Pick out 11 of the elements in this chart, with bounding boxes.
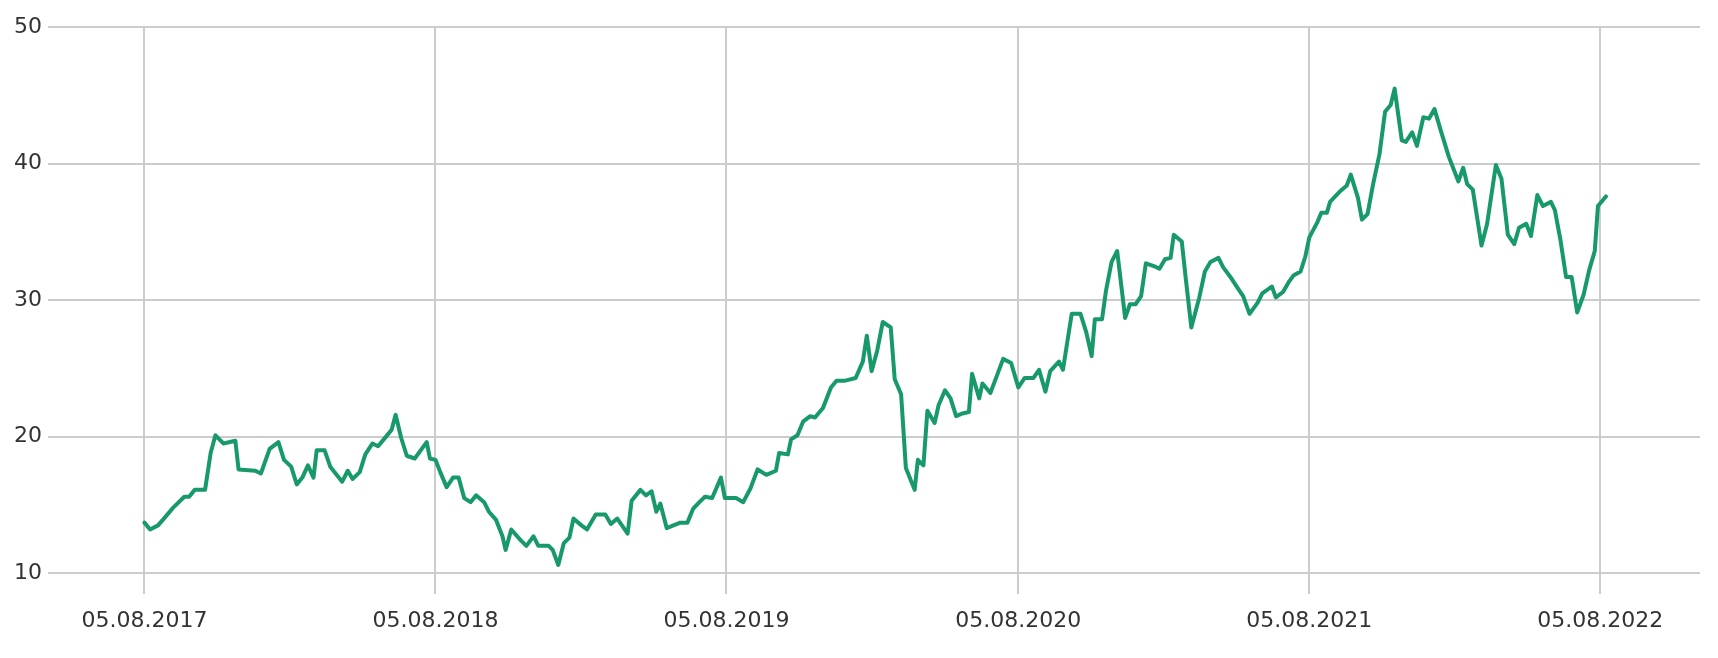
y-tick-label: 30 bbox=[13, 285, 42, 311]
x-tick-label: 05.08.2022 bbox=[1537, 606, 1664, 632]
y-tick-label: 20 bbox=[13, 422, 42, 448]
x-tick-label: 05.08.2019 bbox=[663, 606, 790, 632]
x-tick-label: 05.08.2018 bbox=[372, 606, 499, 632]
y-tick-label: 10 bbox=[13, 558, 42, 584]
y-tick-label: 50 bbox=[13, 12, 42, 38]
x-tick-label: 05.08.2017 bbox=[81, 606, 208, 632]
x-tick-label: 05.08.2021 bbox=[1246, 606, 1373, 632]
y-tick-label: 40 bbox=[13, 149, 42, 175]
x-tick-label: 05.08.2020 bbox=[955, 606, 1082, 632]
